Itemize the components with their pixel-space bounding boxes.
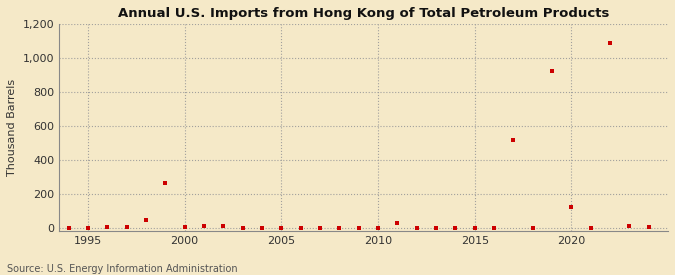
Point [276,226,287,230]
Point [566,205,576,210]
Point [527,226,538,230]
Point [315,226,325,230]
Point [82,226,93,230]
Point [334,226,345,230]
Point [63,226,74,230]
Point [469,226,480,230]
Point [411,226,422,230]
Point [643,225,654,229]
Point [198,224,209,229]
Point [450,226,461,230]
Point [624,224,634,228]
Point [122,225,132,229]
Point [585,226,596,230]
Text: Source: U.S. Energy Information Administration: Source: U.S. Energy Information Administ… [7,264,238,274]
Point [431,226,441,230]
Point [295,226,306,230]
Point [238,226,248,230]
Point [489,226,500,230]
Point [508,138,519,142]
Point [392,221,403,225]
Point [373,226,383,230]
Point [140,218,151,222]
Point [160,181,171,185]
Y-axis label: Thousand Barrels: Thousand Barrels [7,79,17,176]
Point [218,224,229,228]
Point [256,226,267,230]
Point [102,225,113,230]
Point [353,226,364,230]
Point [180,225,190,229]
Point [547,69,558,74]
Point [605,40,616,45]
Title: Annual U.S. Imports from Hong Kong of Total Petroleum Products: Annual U.S. Imports from Hong Kong of To… [118,7,610,20]
